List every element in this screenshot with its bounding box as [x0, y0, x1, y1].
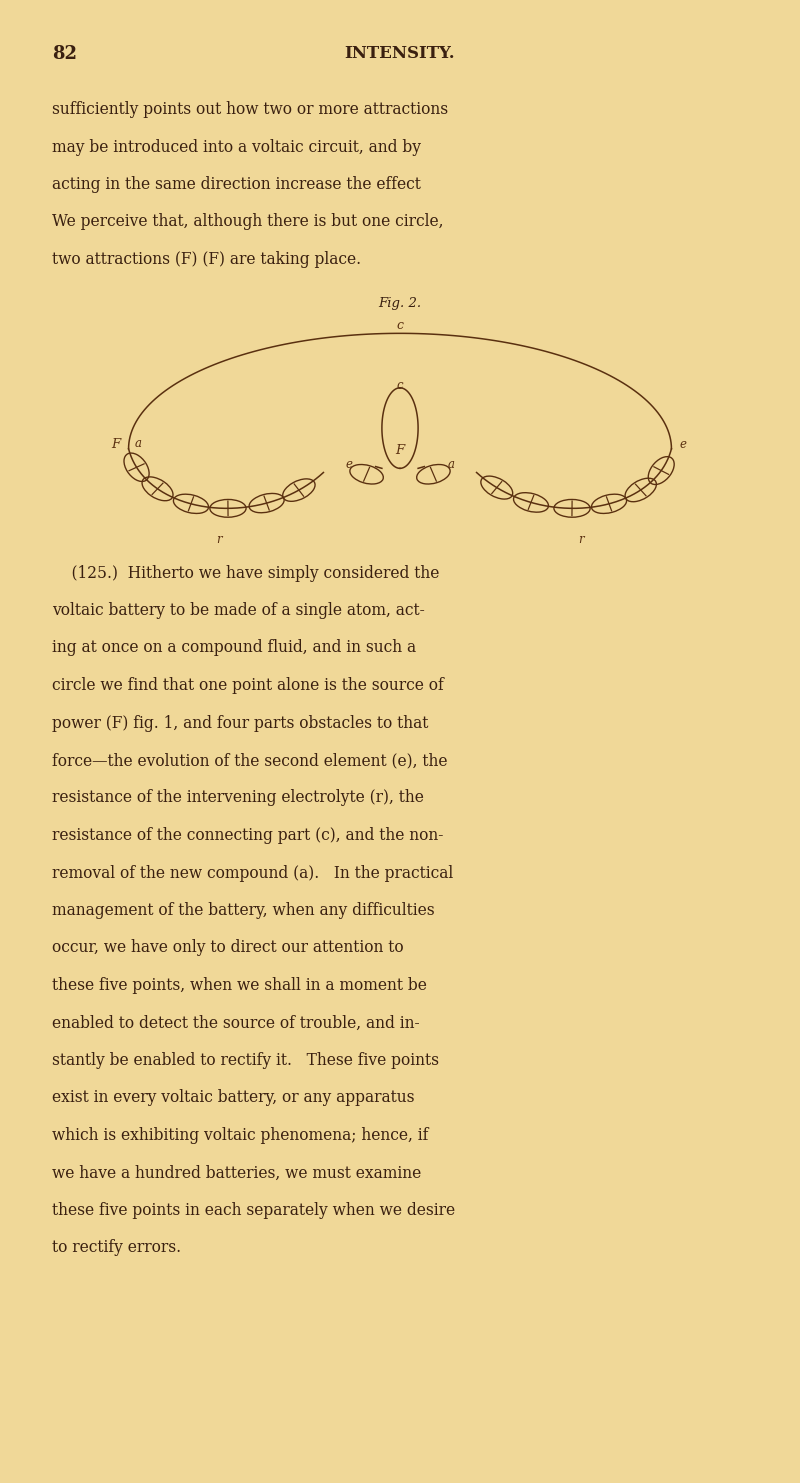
Text: to rectify errors.: to rectify errors. [52, 1240, 181, 1256]
Text: c: c [397, 319, 403, 332]
Text: stantly be enabled to rectify it.   These five points: stantly be enabled to rectify it. These … [52, 1051, 439, 1069]
Text: voltaic battery to be made of a single atom, act-: voltaic battery to be made of a single a… [52, 602, 425, 618]
Text: enabled to detect the source of trouble, and in-: enabled to detect the source of trouble,… [52, 1014, 420, 1032]
Text: acting in the same direction increase the effect: acting in the same direction increase th… [52, 176, 421, 193]
Text: resistance of the intervening electrolyte (r), the: resistance of the intervening electrolyt… [52, 789, 424, 807]
Text: we have a hundred batteries, we must examine: we have a hundred batteries, we must exa… [52, 1164, 422, 1182]
Text: e: e [680, 437, 686, 451]
Text: which is exhibiting voltaic phenomena; hence, if: which is exhibiting voltaic phenomena; h… [52, 1127, 428, 1143]
Text: circle we find that one point alone is the source of: circle we find that one point alone is t… [52, 678, 444, 694]
Text: a: a [447, 458, 454, 472]
Text: (125.)  Hitherto we have simply considered the: (125.) Hitherto we have simply considere… [52, 565, 439, 581]
Text: removal of the new compound (a).   In the practical: removal of the new compound (a). In the … [52, 865, 454, 881]
Text: r: r [216, 534, 222, 546]
Text: may be introduced into a voltaic circuit, and by: may be introduced into a voltaic circuit… [52, 138, 421, 156]
Text: ing at once on a compound fluid, and in such a: ing at once on a compound fluid, and in … [52, 639, 416, 657]
Text: INTENSITY.: INTENSITY. [345, 44, 455, 62]
Text: management of the battery, when any difficulties: management of the battery, when any diff… [52, 902, 434, 919]
Text: exist in every voltaic battery, or any apparatus: exist in every voltaic battery, or any a… [52, 1090, 414, 1106]
Text: occur, we have only to direct our attention to: occur, we have only to direct our attent… [52, 940, 404, 957]
Text: r: r [578, 534, 584, 546]
Text: 82: 82 [52, 44, 77, 62]
Text: power (F) fig. 1, and four parts obstacles to that: power (F) fig. 1, and four parts obstacl… [52, 715, 428, 731]
Text: resistance of the connecting part (c), and the non-: resistance of the connecting part (c), a… [52, 828, 443, 844]
Text: these five points, when we shall in a moment be: these five points, when we shall in a mo… [52, 977, 427, 994]
Text: F: F [395, 443, 405, 457]
Text: F: F [111, 437, 120, 451]
Text: We perceive that, although there is but one circle,: We perceive that, although there is but … [52, 214, 443, 230]
Text: sufficiently points out how two or more attractions: sufficiently points out how two or more … [52, 101, 448, 119]
Text: a: a [134, 437, 141, 449]
Text: these five points in each separately when we desire: these five points in each separately whe… [52, 1203, 455, 1219]
Text: force—the evolution of the second element (e), the: force—the evolution of the second elemen… [52, 752, 447, 770]
Text: two attractions (F) (F) are taking place.: two attractions (F) (F) are taking place… [52, 251, 361, 268]
Text: c: c [397, 380, 403, 392]
Text: Fig. 2.: Fig. 2. [378, 297, 422, 310]
Text: e: e [346, 458, 353, 472]
